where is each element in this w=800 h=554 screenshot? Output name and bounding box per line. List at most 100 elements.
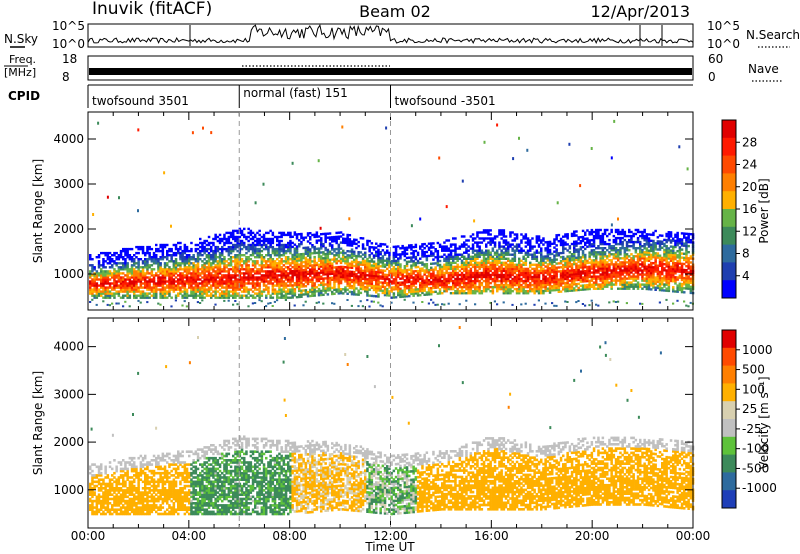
power-cell xyxy=(350,240,354,243)
power-cell xyxy=(190,294,193,297)
power-cell xyxy=(89,280,92,283)
power-cell xyxy=(304,291,308,294)
power-cell xyxy=(309,278,312,281)
power-cell xyxy=(139,278,143,281)
power-cell xyxy=(335,247,338,251)
power-cell xyxy=(524,257,528,260)
power-cell xyxy=(188,249,191,253)
power-cell xyxy=(471,245,475,248)
power-cell xyxy=(412,288,415,291)
power-cell xyxy=(513,257,517,260)
power-cell xyxy=(203,288,206,291)
power-cell xyxy=(159,245,162,249)
power-cell xyxy=(306,240,310,243)
power-cell xyxy=(238,288,242,291)
power-cell xyxy=(293,284,297,287)
power-cell xyxy=(135,282,138,285)
power-cell xyxy=(394,288,398,291)
power-cell xyxy=(291,259,294,263)
power-cell xyxy=(337,255,341,259)
power-cell xyxy=(280,247,283,251)
power-cell xyxy=(333,258,336,261)
power-cell xyxy=(542,259,545,262)
power-cell xyxy=(401,251,404,254)
power-cell xyxy=(185,256,189,259)
power-cell xyxy=(258,249,261,253)
power-cell xyxy=(509,231,512,234)
power-cell xyxy=(223,258,226,261)
power-cell xyxy=(201,282,204,285)
power-cell xyxy=(379,253,382,256)
power-cell xyxy=(408,280,411,284)
power-cell xyxy=(243,282,246,285)
power-cell xyxy=(298,255,301,258)
power-cell xyxy=(161,245,165,249)
power-cell xyxy=(148,282,151,285)
power-cell xyxy=(150,272,154,275)
power-cell xyxy=(460,279,464,283)
power-cell xyxy=(207,264,211,267)
power-cell xyxy=(324,246,327,250)
power-cell xyxy=(298,271,301,274)
power-cell xyxy=(234,266,237,269)
power-cell xyxy=(102,278,105,281)
power-cell xyxy=(469,271,473,275)
power-cell xyxy=(467,245,470,248)
power-cell xyxy=(588,281,591,285)
power-cell xyxy=(106,290,110,293)
power-cell xyxy=(144,296,147,299)
power-cell xyxy=(344,274,347,277)
power-cell xyxy=(117,284,121,287)
power-cell xyxy=(570,259,574,262)
power-cell xyxy=(535,263,539,266)
power-cell xyxy=(300,265,303,268)
power-cell xyxy=(511,249,514,252)
power-cell xyxy=(412,301,415,304)
power-cell xyxy=(214,286,217,289)
power-cell xyxy=(469,290,473,293)
power-cell xyxy=(533,290,536,293)
power-cell xyxy=(313,292,316,295)
power-cell xyxy=(487,283,490,287)
power-cell xyxy=(405,256,409,260)
power-cell xyxy=(234,239,237,243)
power-cell xyxy=(553,276,556,280)
power-cell xyxy=(612,273,616,276)
power-cell xyxy=(540,279,543,283)
power-cell xyxy=(95,282,99,285)
power-cell xyxy=(522,261,525,264)
power-cell xyxy=(155,272,158,275)
power-cell xyxy=(214,296,217,299)
power-cell xyxy=(196,276,200,279)
power-cell xyxy=(454,247,457,250)
power-cell xyxy=(392,270,396,273)
power-cell xyxy=(601,232,605,236)
power-cell xyxy=(502,261,506,264)
power-cell xyxy=(221,292,224,295)
power-cell xyxy=(265,237,268,241)
power-cell xyxy=(95,303,98,306)
power-cell xyxy=(520,241,523,244)
power-cell xyxy=(324,234,327,238)
power-cell xyxy=(603,253,607,256)
power-cell xyxy=(489,251,492,254)
power-cell xyxy=(95,278,99,281)
power-cell xyxy=(324,240,327,244)
power-cell xyxy=(518,245,521,248)
power-cell xyxy=(212,282,215,285)
power-cell xyxy=(135,296,138,299)
power-cell xyxy=(179,272,182,275)
power-cell xyxy=(295,267,299,270)
power-cell xyxy=(223,276,226,279)
power-cell xyxy=(194,264,198,267)
power-cell xyxy=(449,245,453,248)
power-cell xyxy=(476,287,479,291)
power-cell xyxy=(322,293,325,296)
power-cell xyxy=(309,280,312,283)
power-cell xyxy=(251,247,255,251)
power-cell xyxy=(298,245,301,248)
power-cell xyxy=(487,275,490,279)
power-cell xyxy=(229,264,233,267)
power-cell xyxy=(584,237,587,240)
